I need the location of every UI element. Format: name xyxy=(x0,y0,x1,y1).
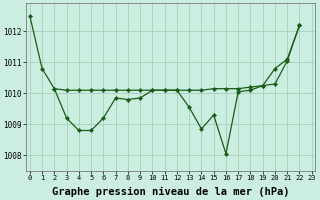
X-axis label: Graphe pression niveau de la mer (hPa): Graphe pression niveau de la mer (hPa) xyxy=(52,186,290,197)
